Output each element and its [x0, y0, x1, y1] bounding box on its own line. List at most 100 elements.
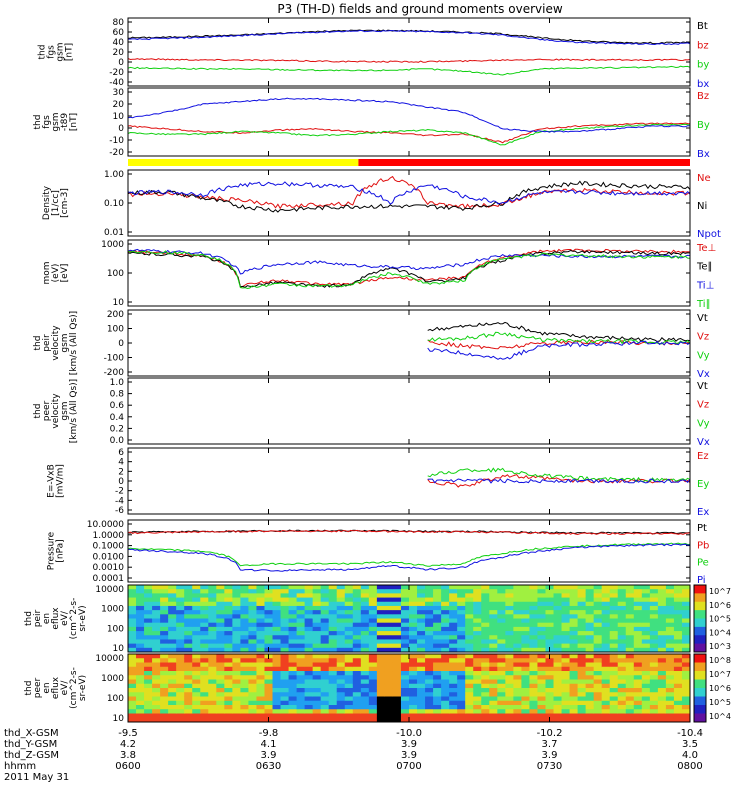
legend-Vx: Vx — [697, 369, 710, 380]
heatmap-cell — [264, 639, 274, 645]
heatmap-cell — [649, 709, 659, 714]
heatmap-cell — [184, 692, 193, 697]
heatmap-cell — [224, 597, 233, 603]
heatmap-cell — [136, 626, 145, 632]
heatmap-cell — [553, 658, 563, 663]
heatmap-cell — [529, 610, 538, 615]
heatmap-cell — [537, 683, 546, 689]
heatmap-cell — [232, 643, 241, 649]
heatmap-cell — [128, 614, 137, 619]
heatmap-cell — [264, 679, 274, 685]
heatmap-cell — [368, 662, 378, 668]
heatmap-cell — [392, 666, 402, 672]
panel-8-ylabel: sr-eV) — [78, 605, 88, 631]
heatmap-cell — [392, 622, 402, 628]
heatmap-cell — [457, 688, 466, 693]
heatmap-cell — [457, 692, 466, 697]
heatmap-cell — [384, 631, 394, 636]
heatmap-cell — [344, 614, 354, 619]
flag-bar-yellow — [128, 159, 359, 166]
heatmap-cell — [577, 614, 587, 619]
panel-6-ytick: 4 — [118, 458, 124, 468]
heatmap-cell — [328, 700, 338, 706]
heatmap-cell — [376, 683, 386, 689]
heatmap-cell — [248, 692, 257, 697]
heatmap-cell — [176, 671, 185, 676]
heatmap-cell — [561, 696, 571, 702]
heatmap-cell — [409, 597, 418, 603]
heatmap-cell — [441, 713, 450, 719]
heatmap-cell — [425, 647, 434, 653]
panel-8-ytick: 1000 — [101, 605, 124, 615]
heatmap-cell — [128, 626, 137, 632]
heatmap-cell — [168, 654, 177, 659]
heatmap-cell — [376, 601, 386, 607]
heatmap-cell — [601, 597, 611, 603]
heatmap-cell — [264, 605, 274, 611]
heatmap-cell — [441, 643, 450, 649]
heatmap-cell — [481, 605, 490, 611]
heatmap-cell — [665, 700, 675, 706]
xaxis-row-label: thd_Y-GSM — [4, 739, 57, 750]
heatmap-cell — [352, 639, 362, 645]
heatmap-cell — [368, 618, 378, 624]
heatmap-cell — [529, 593, 538, 599]
heatmap-cell — [529, 692, 538, 697]
heatmap-cell — [513, 679, 522, 685]
panel-0-ytick: 60 — [113, 28, 125, 38]
heatmap-cell — [569, 671, 579, 676]
heatmap-cell — [657, 585, 667, 590]
heatmap-cell — [505, 683, 514, 689]
heatmap-cell — [545, 593, 555, 599]
heatmap-cell — [561, 635, 571, 640]
heatmap-cell — [561, 647, 571, 653]
heatmap-cell — [288, 585, 298, 590]
heatmap-cell — [392, 692, 402, 697]
heatmap-cell — [457, 585, 466, 590]
heatmap-cell — [497, 643, 506, 649]
heatmap-cell — [368, 610, 378, 615]
heatmap-cell — [280, 658, 290, 663]
heatmap-cell — [344, 709, 354, 714]
heatmap-cell — [433, 643, 442, 649]
heatmap-cell — [384, 658, 394, 663]
xaxis-row-label: thd_Z-GSM — [4, 750, 59, 761]
heatmap-cell — [441, 688, 450, 693]
heatmap-cell — [561, 622, 571, 628]
heatmap-cell — [248, 601, 257, 607]
heatmap-cell — [304, 601, 314, 607]
heatmap-cell — [425, 662, 434, 668]
heatmap-cell — [465, 635, 474, 640]
heatmap-cell — [441, 717, 450, 723]
heatmap-cell — [657, 671, 667, 676]
heatmap-cell — [609, 635, 619, 640]
heatmap-cell — [433, 601, 442, 607]
heatmap-cell — [200, 692, 209, 697]
colorbar-label: 10^7 — [709, 670, 731, 679]
heatmap-cell — [176, 705, 185, 710]
heatmap-cell — [529, 666, 538, 672]
heatmap-cell — [384, 654, 394, 659]
heatmap-cell — [561, 601, 571, 607]
heatmap-cell — [200, 709, 209, 714]
heatmap-cell — [232, 589, 241, 594]
heatmap-cell — [256, 688, 265, 693]
heatmap-cell — [561, 639, 571, 645]
heatmap-cell — [224, 647, 233, 653]
heatmap-cell — [457, 696, 466, 702]
heatmap-cell — [425, 696, 434, 702]
heatmap-cell — [657, 717, 667, 723]
heatmap-cell — [425, 593, 434, 599]
heatmap-cell — [481, 662, 490, 668]
heatmap-cell — [224, 618, 233, 624]
heatmap-cell — [136, 717, 145, 723]
heatmap-cell — [473, 709, 482, 714]
heatmap-cell — [409, 631, 418, 636]
heatmap-cell — [657, 631, 667, 636]
legend-Vz: Vz — [697, 400, 709, 411]
heatmap-cell — [232, 622, 241, 628]
panel-1-ylabel: fgs — [42, 115, 52, 129]
heatmap-cell — [657, 675, 667, 680]
heatmap-cell — [481, 683, 490, 689]
